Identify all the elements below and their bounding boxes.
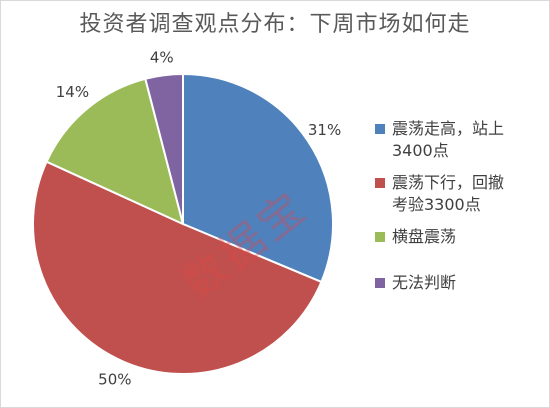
legend-label: 3400点 bbox=[392, 141, 449, 160]
legend-label: 无法判断 bbox=[392, 273, 457, 292]
legend-label: 震荡走高，站上 bbox=[392, 119, 505, 138]
legend-item: 横盘震荡 bbox=[372, 226, 547, 248]
legend-swatch bbox=[375, 278, 385, 288]
legend-label: 横盘震荡 bbox=[392, 227, 457, 246]
data-label: 4% bbox=[150, 48, 174, 66]
data-label: 31% bbox=[308, 121, 341, 139]
slice-undecided bbox=[144, 72, 184, 225]
legend-label: 震荡下行，回撤 bbox=[392, 173, 505, 192]
legend-item: 震荡走高，站上 3400点 bbox=[372, 118, 547, 162]
chart-legend: 震荡走高，站上 3400点 震荡下行，回撤 考验3300点 横盘震荡 无法判断 bbox=[372, 118, 547, 294]
slice-sideways bbox=[45, 77, 185, 226]
slice-fall bbox=[32, 160, 323, 375]
legend-item: 无法判断 bbox=[372, 272, 547, 294]
data-label: 50% bbox=[98, 371, 131, 389]
legend-swatch bbox=[375, 124, 385, 134]
legend-swatch bbox=[375, 178, 385, 188]
legend-label: 考验3300点 bbox=[392, 195, 481, 214]
legend-swatch bbox=[375, 232, 385, 242]
slice-rise bbox=[182, 72, 334, 284]
chart-title: 投资者调查观点分布：下周市场如何走 bbox=[79, 12, 471, 37]
legend-item: 震荡下行，回撤 考验3300点 bbox=[372, 172, 547, 216]
data-label: 14% bbox=[56, 83, 89, 101]
